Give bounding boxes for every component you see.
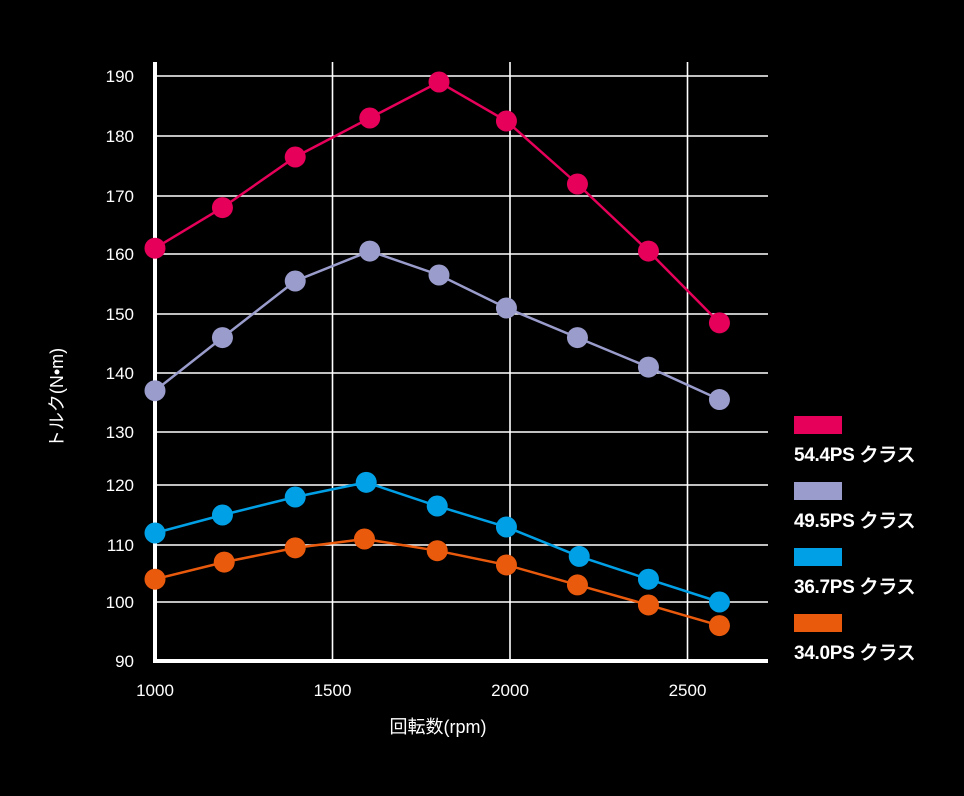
legend-swatch-49-5ps <box>794 482 842 500</box>
data-point <box>495 516 517 538</box>
data-point <box>284 270 306 292</box>
data-point <box>144 237 166 259</box>
data-point <box>495 110 517 132</box>
data-point <box>359 107 381 129</box>
data-point <box>284 146 306 168</box>
data-point <box>213 551 235 573</box>
data-point <box>637 594 659 616</box>
data-point <box>144 380 166 402</box>
y-tick-label: 130 <box>106 423 134 442</box>
y-tick-label: 140 <box>106 364 134 383</box>
data-point <box>211 327 233 349</box>
legend-item: 54.4PS クラス <box>794 416 959 482</box>
data-point <box>359 240 381 262</box>
y-tick-label: 160 <box>106 245 134 264</box>
data-point <box>708 591 730 613</box>
legend-item: 49.5PS クラス <box>794 482 959 548</box>
data-point <box>353 528 375 550</box>
data-point <box>495 554 517 576</box>
y-axis-title: トルク(N•m) <box>47 348 67 448</box>
data-point <box>637 356 659 378</box>
y-tick-label: 100 <box>106 593 134 612</box>
x-tick-label: 2500 <box>669 681 707 700</box>
y-tick-label: 120 <box>106 476 134 495</box>
data-point <box>566 173 588 195</box>
legend-label-49-5ps: 49.5PS クラス <box>794 511 916 532</box>
data-point <box>211 197 233 219</box>
data-point <box>637 568 659 590</box>
series-group <box>144 71 730 637</box>
x-tick-label: 1500 <box>314 681 352 700</box>
data-point <box>355 471 377 493</box>
data-point <box>637 240 659 262</box>
x-axis-title: 回転数(rpm) <box>390 717 487 737</box>
data-point <box>144 522 166 544</box>
data-point <box>568 545 590 567</box>
legend-swatch-54-4ps <box>794 416 842 434</box>
data-point <box>708 312 730 334</box>
data-point <box>284 537 306 559</box>
y-tick-label: 180 <box>106 127 134 146</box>
data-point <box>284 486 306 508</box>
y-tick-label: 110 <box>107 536 134 555</box>
data-point <box>566 327 588 349</box>
grid-lines <box>155 62 768 661</box>
y-tick-label: 90 <box>115 652 134 671</box>
data-point <box>144 568 166 590</box>
data-point <box>428 264 450 286</box>
legend-swatch-34-0ps <box>794 614 842 632</box>
data-point <box>708 389 730 411</box>
legend-swatch-36-7ps <box>794 548 842 566</box>
data-point <box>426 540 448 562</box>
series-line <box>154 80 721 324</box>
tick-labels: 90 100 110 120 130 140 150 160 170 180 190 1000 1500… <box>106 67 707 700</box>
y-tick-label: 190 <box>106 67 134 86</box>
data-point <box>426 495 448 517</box>
data-point <box>211 504 233 526</box>
data-point <box>708 615 730 637</box>
legend-label-34-0ps: 34.0PS クラス <box>794 643 916 664</box>
legend-item: 36.7PS クラス <box>794 548 959 614</box>
x-tick-label: 1000 <box>136 681 174 700</box>
data-point <box>495 297 517 319</box>
data-point <box>566 574 588 596</box>
axes <box>153 62 768 663</box>
data-point <box>428 71 450 93</box>
x-tick-label: 2000 <box>491 681 529 700</box>
legend-label-54-4ps: 54.4PS クラス <box>794 445 916 466</box>
legend-item: 34.0PS クラス <box>794 614 959 680</box>
y-tick-label: 150 <box>106 305 134 324</box>
legend-label-36-7ps: 36.7PS クラス <box>794 577 916 598</box>
y-tick-label: 170 <box>106 187 134 206</box>
legend: 54.4PS クラス 49.5PS クラス 36.7PS クラス 34.0PS … <box>794 416 959 680</box>
